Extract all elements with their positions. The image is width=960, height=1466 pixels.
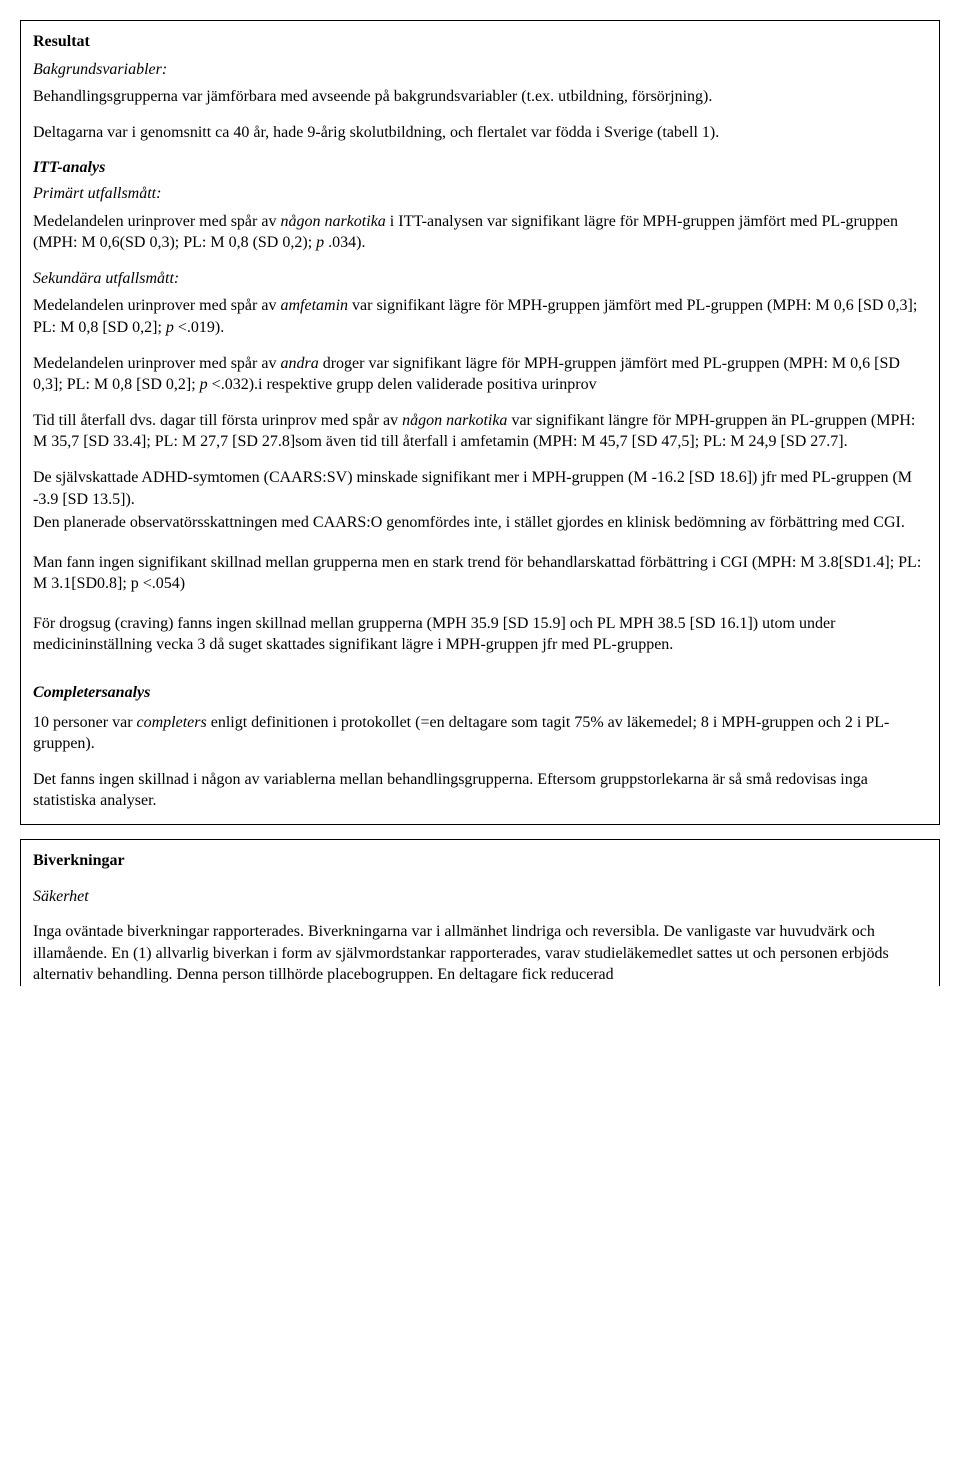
text-italic: p (316, 234, 328, 251)
text-italic: p (200, 376, 212, 393)
text: <.032).i respektive grupp delen validera… (212, 376, 597, 393)
para-itt-primar: Medelandelen urinprover med spår av någo… (33, 211, 927, 254)
para-adhd-2: Den planerade observatörsskattningen med… (33, 512, 927, 534)
para-completers-1: 10 personer var completers enligt defini… (33, 712, 927, 755)
para-biverk-1: Inga oväntade biverkningar rapporterades… (33, 921, 927, 986)
para-craving: För drogsug (craving) fanns ingen skilln… (33, 613, 927, 656)
para-sekundar-2: Medelandelen urinprover med spår av andr… (33, 353, 927, 396)
text: .034). (328, 234, 365, 251)
text-italic: andra (280, 355, 318, 372)
heading-biverkningar: Biverkningar (33, 852, 125, 869)
text-italic: amfetamin (280, 297, 348, 314)
para-adhd-1: De självskattade ADHD-symtomen (CAARS:SV… (33, 467, 927, 510)
text-italic: någon narkotika (280, 213, 385, 230)
heading-sakerhet: Säkerhet (33, 888, 89, 905)
heading-sekundara-utfall: Sekundära utfallsmått: (33, 270, 179, 287)
heading-itt-analys: ITT-analys (33, 159, 105, 176)
text: <.019). (178, 319, 224, 336)
text: Tid till återfall dvs. dagar till första… (33, 412, 402, 429)
page: Resultat Bakgrundsvariabler: Behandlings… (20, 0, 940, 1020)
text-italic: någon narkotika (402, 412, 507, 429)
para-bakgrund-2: Deltagarna var i genomsnitt ca 40 år, ha… (33, 122, 927, 144)
text: Medelandelen urinprover med spår av (33, 213, 280, 230)
para-sekundar-1: Medelandelen urinprover med spår av amfe… (33, 295, 927, 338)
text: Medelandelen urinprover med spår av (33, 355, 280, 372)
heading-resultat: Resultat (33, 33, 90, 50)
results-box: Resultat Bakgrundsvariabler: Behandlings… (20, 20, 940, 825)
para-sekundar-3: Tid till återfall dvs. dagar till första… (33, 410, 927, 453)
text-italic: p (166, 319, 178, 336)
para-completers-2: Det fanns ingen skillnad i någon av vari… (33, 769, 927, 812)
heading-completersanalys: Completersanalys (33, 684, 150, 701)
heading-bakgrundsvariabler: Bakgrundsvariabler: (33, 61, 167, 78)
heading-primart-utfall: Primärt utfallsmått: (33, 185, 161, 202)
text-italic: completers (137, 714, 207, 731)
para-cgi: Man fann ingen signifikant skillnad mell… (33, 552, 927, 595)
para-bakgrund-1: Behandlingsgrupperna var jämförbara med … (33, 86, 927, 108)
text: Medelandelen urinprover med spår av (33, 297, 280, 314)
text: 10 personer var (33, 714, 137, 731)
adverse-effects-box: Biverkningar Säkerhet Inga oväntade bive… (20, 839, 940, 986)
